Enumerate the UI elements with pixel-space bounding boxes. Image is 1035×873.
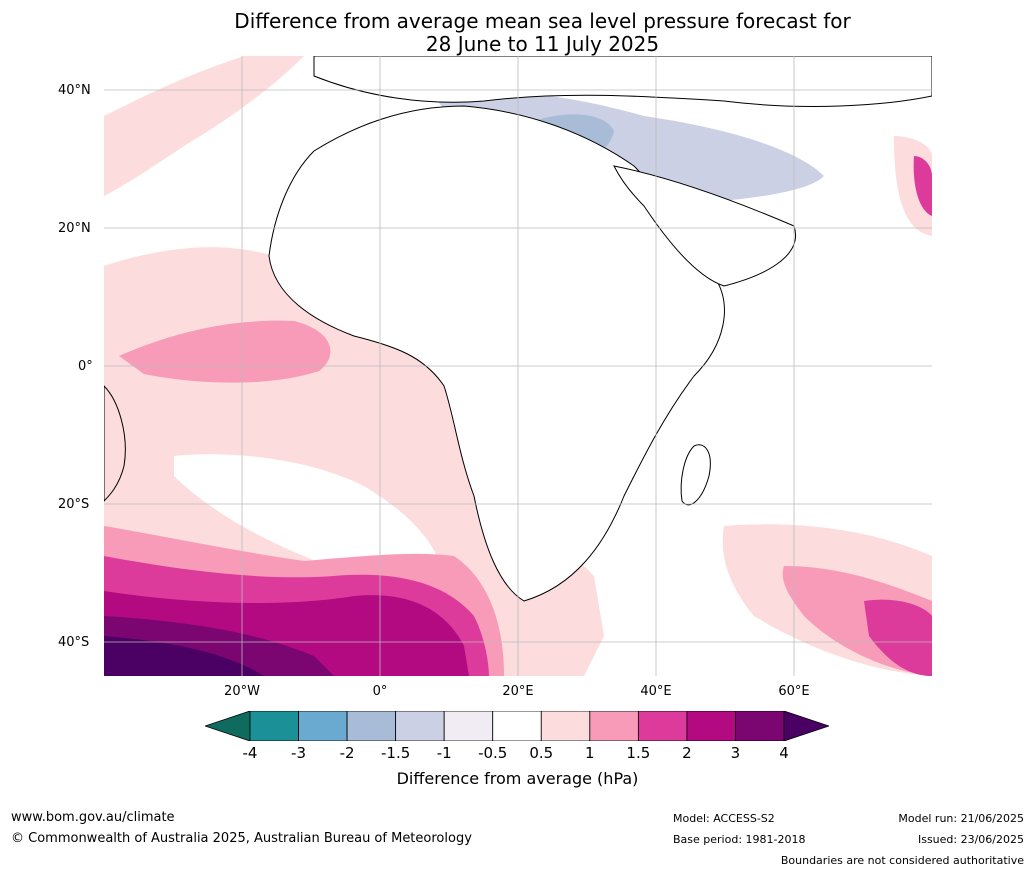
colorbar-tick-label: -2 — [339, 744, 355, 762]
africa-landmass — [268, 105, 725, 602]
chart-title: Difference from average mean sea level p… — [0, 10, 1035, 56]
colorbar-swatch — [443, 711, 494, 741]
lon-label-40e: 40°E — [640, 684, 672, 699]
colorbar-tick-label: 2 — [682, 744, 692, 762]
south-america-edge — [104, 385, 126, 502]
lat-label-20n: 20°N — [58, 221, 91, 236]
title-line-2: 28 June to 11 July 2025 — [425, 32, 660, 56]
anomaly-region-india-magenta — [913, 156, 932, 216]
colorbar-tick-label: 1.5 — [626, 744, 651, 762]
colorbar-swatch — [395, 711, 445, 741]
lat-label-40s: 40°S — [58, 635, 90, 650]
colorbar-swatch — [637, 711, 688, 741]
arabia-landmass — [613, 165, 797, 287]
colorbar-swatch — [492, 711, 542, 741]
colorbar-tick-label: -1.5 — [380, 744, 411, 762]
europe-landmass — [313, 56, 932, 107]
colorbar-swatch — [540, 711, 591, 741]
anomaly-region-pink-north-atlantic — [104, 56, 304, 196]
map-area — [104, 56, 932, 676]
colorbar-tick-label: 4 — [779, 744, 789, 762]
colorbar-swatch — [735, 711, 785, 741]
lon-label-20w: 20°W — [224, 684, 260, 699]
colorbar-swatch — [589, 711, 639, 741]
graticule — [104, 56, 932, 676]
colorbar-tick-label: 3 — [730, 744, 741, 762]
lat-label-20s: 20°S — [58, 497, 90, 512]
anomaly-region-indian-ocean-magenta — [864, 599, 932, 676]
colorbar-swatch — [686, 711, 736, 741]
footer-website: www.bom.gov.au/climate — [11, 810, 175, 825]
map-svg — [104, 56, 932, 676]
colorbar-arrow-high — [783, 711, 829, 741]
colorbar-tick-label: 0.5 — [529, 744, 554, 762]
colorbar-tick-label: -1 — [436, 744, 452, 762]
lon-label-60e: 60°E — [778, 684, 810, 699]
colorbar-tick-label: 1 — [585, 744, 595, 762]
colorbar-tick-label: -4 — [242, 744, 258, 762]
footer-issued: Issued: 23/06/2025 — [917, 833, 1024, 846]
colorbar-arrow-low — [205, 711, 251, 741]
footer-base-period: Base period: 1981-2018 — [673, 833, 806, 846]
colorbar-swatch — [298, 711, 348, 741]
colorbar-swatch — [346, 711, 397, 741]
title-line-1: Difference from average mean sea level p… — [234, 9, 851, 33]
lat-label-equator: 0° — [78, 359, 93, 374]
anomaly-region-equatorial-pink — [119, 320, 331, 383]
anomaly-region-neutral — [174, 454, 444, 580]
footer-disclaimer: Boundaries are not considered authoritat… — [780, 854, 1024, 867]
lon-label-20e: 20°E — [502, 684, 534, 699]
colorbar-label: Difference from average (hPa) — [396, 769, 639, 788]
colorbar-swatch — [249, 711, 299, 741]
colorbar-tick-label: -0.5 — [478, 744, 508, 762]
footer-copyright: © Commonwealth of Australia 2025, Austra… — [11, 831, 472, 846]
colorbar — [205, 711, 829, 741]
colorbar-tick-label: -3 — [291, 744, 307, 762]
footer-model-run: Model run: 21/06/2025 — [898, 812, 1024, 825]
footer-model: Model: ACCESS-S2 — [673, 812, 775, 825]
anomaly-region-dark-purple — [104, 636, 264, 676]
lat-label-40n: 40°N — [58, 83, 91, 98]
madagascar-landmass — [680, 444, 711, 506]
lon-label-0: 0° — [372, 684, 388, 699]
